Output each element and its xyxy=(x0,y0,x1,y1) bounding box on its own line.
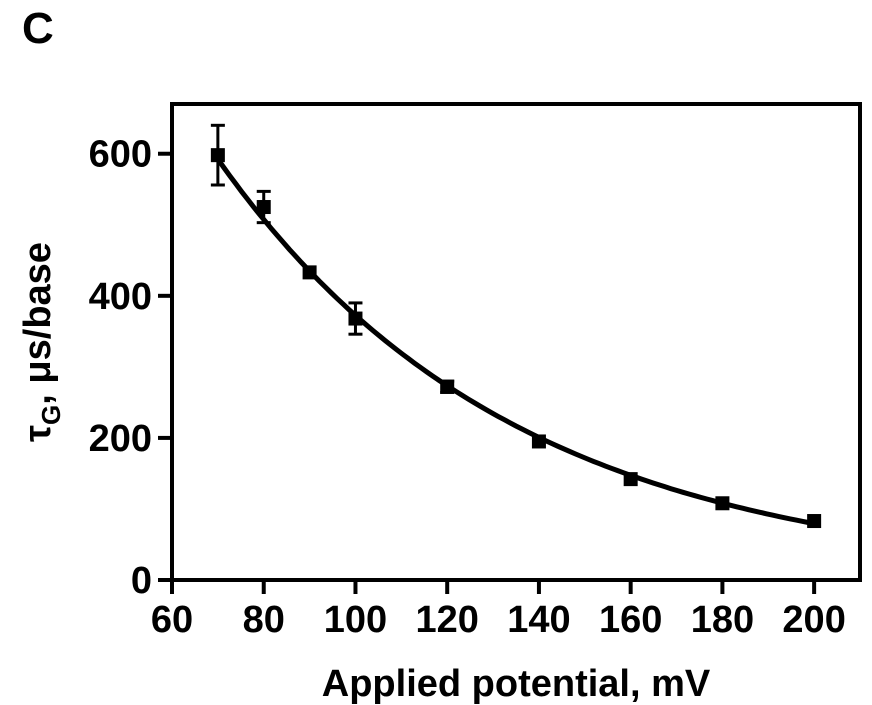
plot-frame xyxy=(170,102,862,582)
fit-curve xyxy=(215,157,815,527)
y-axis-title-symbol: τ xyxy=(17,425,59,442)
y-tick-label-0: 0 xyxy=(131,560,152,602)
y-axis-title-subscript: G xyxy=(36,405,66,425)
x-tick-label-160: 160 xyxy=(599,599,662,641)
x-tick-label-140: 140 xyxy=(507,599,570,641)
x-axis-title: Applied potential, mV xyxy=(322,663,711,705)
data-points xyxy=(210,123,822,529)
data-point-1 xyxy=(256,200,271,215)
x-tick-label-120: 120 xyxy=(415,599,478,641)
data-point-2 xyxy=(302,265,317,280)
panel-label: C xyxy=(22,4,54,53)
data-point-3 xyxy=(348,311,363,326)
x-tick-label-200: 200 xyxy=(782,599,845,641)
y-tick-label-400: 400 xyxy=(89,276,152,318)
y-tick-label-600: 600 xyxy=(89,134,152,176)
x-axis: 60 80 100 120 140 160 180 200 xyxy=(151,580,846,641)
y-tick-label-200: 200 xyxy=(89,418,152,460)
data-point-6 xyxy=(623,472,638,487)
x-tick-label-100: 100 xyxy=(324,599,387,641)
y-axis-title-units: , μs/base xyxy=(17,242,59,405)
x-tick-label-180: 180 xyxy=(691,599,754,641)
data-point-5 xyxy=(531,434,546,449)
data-point-7 xyxy=(715,496,730,511)
y-axis-title: τG, μs/base xyxy=(17,242,66,442)
data-point-8 xyxy=(807,514,822,529)
data-point-4 xyxy=(440,379,455,394)
x-tick-label-80: 80 xyxy=(243,599,285,641)
x-tick-label-60: 60 xyxy=(151,599,193,641)
data-point-0 xyxy=(210,148,225,163)
y-axis: 0 200 400 600 xyxy=(89,134,172,602)
